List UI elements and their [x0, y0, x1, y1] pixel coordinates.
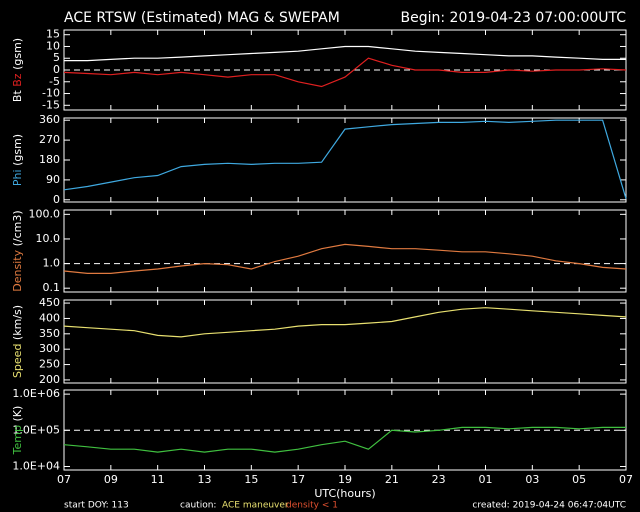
y-axis-label: Phi (gsm): [11, 134, 24, 186]
chart-title: ACE RTSW (Estimated) MAG & SWEPAM: [64, 10, 340, 26]
y-axis-label: Density (/cm3): [11, 210, 24, 291]
y-tick-label: 1.0E+06: [12, 387, 60, 400]
x-axis-label: UTC(hours): [314, 487, 375, 500]
legend-entry: Bt: [11, 90, 24, 103]
y-tick-label: 1.0E+05: [12, 423, 60, 436]
y-unit: (K): [11, 406, 24, 422]
y-tick-label: 5: [53, 51, 60, 64]
y-tick-label: 270: [39, 133, 60, 146]
y-tick-label: 10: [46, 39, 60, 52]
y-tick-label: 1.0E+04: [12, 459, 60, 472]
series-line: [63, 243, 627, 274]
x-tick-label: 07: [619, 473, 633, 486]
y-axis-label: Speed (km/s): [11, 305, 24, 378]
y-tick-label: 10.0: [36, 232, 61, 245]
x-tick-label: 09: [104, 473, 118, 486]
y-axis-label: Temp (K): [11, 406, 24, 456]
x-tick-label: 05: [572, 473, 586, 486]
x-tick-label: 19: [338, 473, 352, 486]
y-tick-label: 180: [39, 153, 60, 166]
x-tick-label: 17: [291, 473, 305, 486]
x-tick-label: 21: [385, 473, 399, 486]
y-tick-label: 100.0: [29, 207, 61, 220]
series-line: [63, 426, 626, 453]
y-unit: (/cm3): [11, 210, 24, 246]
panel-frame: [63, 299, 627, 384]
legend-entry: Bz: [11, 73, 24, 87]
panel-frame: [63, 209, 627, 293]
y-tick-label: 90: [46, 173, 60, 186]
maneuver-note: ACE maneuver: [222, 501, 289, 511]
created-time: created: 2019-04-24 06:47:04UTC: [472, 501, 626, 511]
legend-entry: Phi: [11, 169, 24, 186]
x-tick-label: 03: [525, 473, 539, 486]
y-tick-label: 15: [46, 28, 60, 41]
y-unit: (km/s): [11, 305, 24, 340]
y-tick-label: 400: [39, 311, 60, 324]
panel-frame: [63, 117, 627, 203]
x-tick-label: 15: [244, 473, 258, 486]
density-note: density < 1: [286, 501, 338, 511]
y-axis-label: Bt Bz (gsm): [11, 38, 24, 102]
y-tick-label: -15: [42, 98, 60, 111]
y-tick-label: 250: [39, 358, 60, 371]
y-tick-label: 200: [39, 373, 60, 386]
y-tick-label: 350: [39, 327, 60, 340]
legend-entry: Density: [11, 249, 24, 291]
legend-entry: Temp: [11, 425, 24, 455]
series-line: [63, 57, 627, 88]
legend-entry: Speed: [11, 344, 24, 378]
x-tick-label: 01: [479, 473, 493, 486]
series-line: [63, 119, 627, 199]
y-tick-label: -10: [42, 87, 60, 100]
y-tick-label: 360: [39, 113, 60, 126]
series-line: [64, 45, 626, 62]
y-tick-label: -5: [49, 75, 60, 88]
start-doy: start DOY: 113: [64, 501, 129, 511]
y-tick-label: 1.0: [43, 257, 61, 270]
caution: caution:: [180, 501, 216, 511]
y-tick-label: 450: [39, 296, 60, 309]
series-line: [63, 307, 627, 338]
y-tick-label: 300: [39, 342, 60, 355]
y-tick-label: 0.1: [43, 281, 61, 294]
begin-time: Begin: 2019-04-23 07:00:00UTC: [401, 10, 627, 26]
y-tick-label: 0: [53, 63, 60, 76]
x-tick-label: 07: [57, 473, 71, 486]
y-tick-label: 0: [53, 193, 60, 206]
x-tick-label: 11: [151, 473, 165, 486]
x-tick-label: 13: [198, 473, 212, 486]
y-unit: (gsm): [11, 134, 24, 166]
x-tick-label: 23: [432, 473, 446, 486]
y-unit: (gsm): [11, 38, 24, 70]
